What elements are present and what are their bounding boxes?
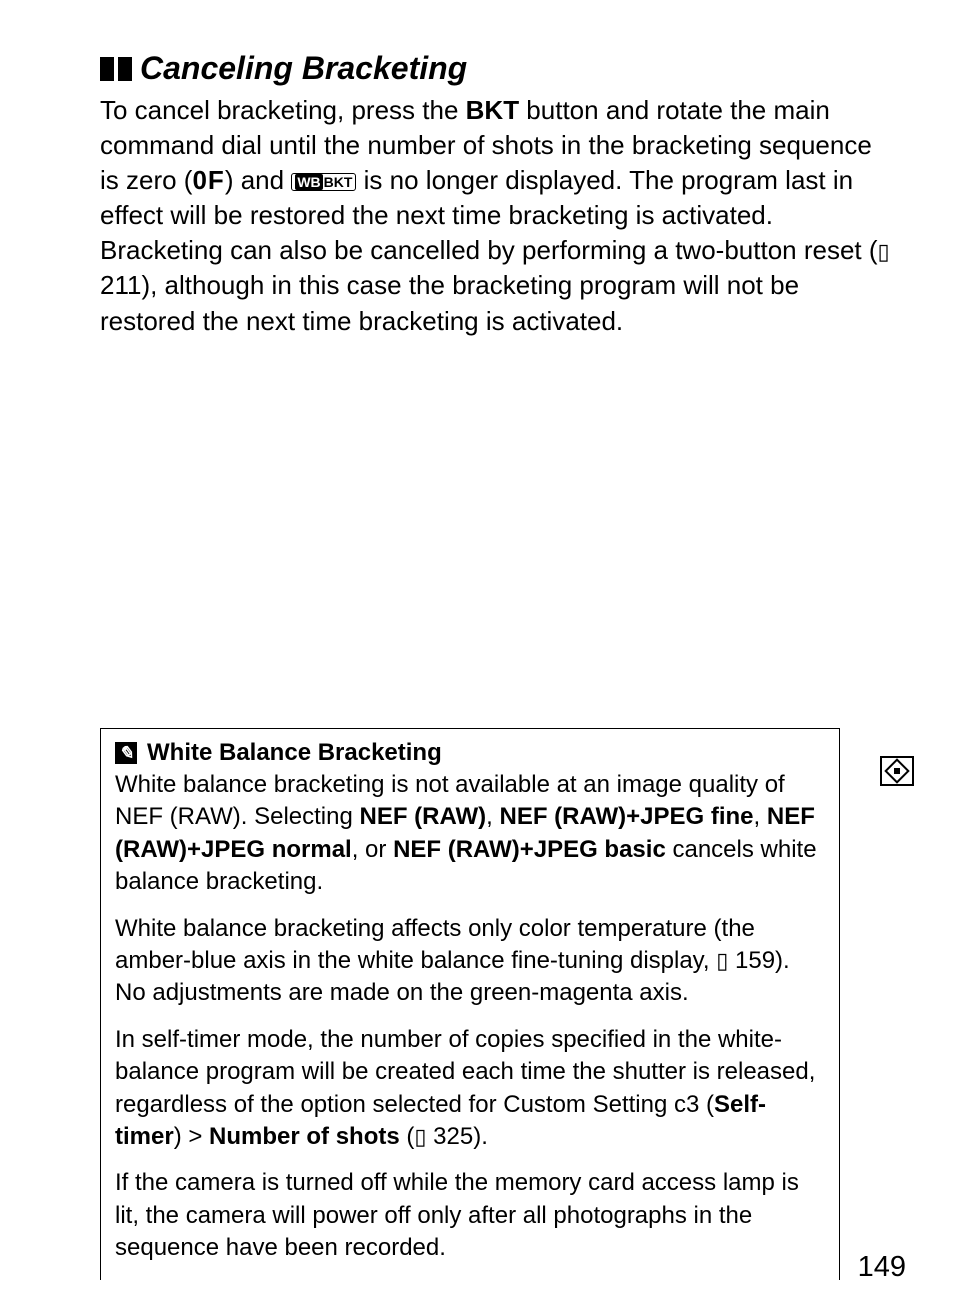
note-paragraph-3: In self-timer mode, the number of copies… — [115, 1024, 827, 1154]
body-paragraph: To cancel bracketing, press the BKT butt… — [100, 93, 894, 339]
pencil-icon: ✎ — [115, 742, 137, 764]
note-paragraph-4: If the camera is turned off while the me… — [115, 1167, 827, 1264]
note-box: ✎ White Balance Bracketing White balance… — [100, 728, 840, 1280]
book-icon: ▯ — [414, 1124, 426, 1149]
lcd-zero-icon: 0F — [192, 165, 224, 195]
note-title: ✎ White Balance Bracketing — [115, 739, 827, 767]
section-heading: Canceling Bracketing — [100, 50, 894, 87]
heading-text: Canceling Bracketing — [140, 50, 467, 87]
note-paragraph-2: White balance bracketing affects only co… — [115, 913, 827, 1010]
page-number: 149 — [858, 1251, 906, 1284]
book-icon: ▯ — [716, 948, 728, 973]
body-text-3: ) and — [225, 165, 292, 195]
wb-bkt-icon: WBBKT — [291, 173, 356, 191]
note-title-text: White Balance Bracketing — [147, 739, 442, 767]
manual-page: Canceling Bracketing To cancel bracketin… — [0, 0, 954, 1314]
heading-marker-icon — [100, 57, 132, 81]
body-text-1: To cancel bracketing, press the — [100, 95, 466, 125]
note-paragraph-1: White balance bracketing is not availabl… — [115, 769, 827, 899]
book-icon: ▯ — [878, 239, 890, 264]
bkt-label: BKT — [466, 95, 519, 125]
body-ref-1: 211), although in this case the bracketi… — [100, 270, 799, 335]
metering-tab-icon — [880, 756, 914, 786]
